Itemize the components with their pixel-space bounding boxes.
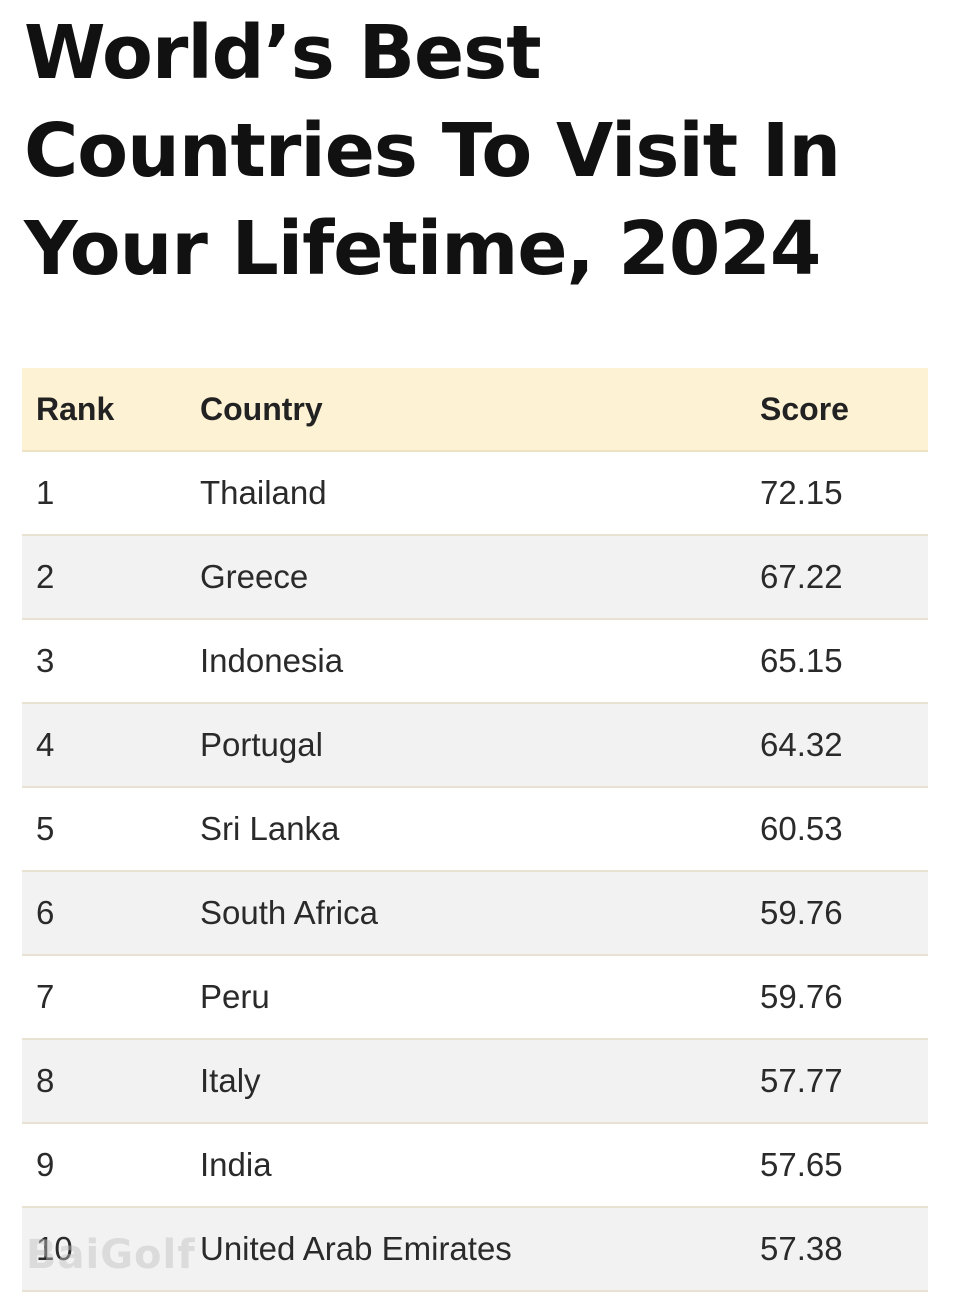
rank-cell: 7 [36, 978, 55, 1015]
rank-cell: 4 [36, 726, 55, 763]
rank-cell: 6 [36, 894, 55, 931]
table-row: 5 Sri Lanka 60.53 [22, 788, 928, 872]
score-cell: 57.65 [760, 1146, 843, 1183]
score-cell: 59.76 [760, 978, 843, 1015]
score-cell: 72.15 [760, 474, 843, 511]
table-row: 3 Indonesia 65.15 [22, 620, 928, 704]
rank-cell: 10 [36, 1230, 73, 1267]
country-cell: Indonesia [200, 642, 344, 679]
rank-cell: 1 [36, 474, 55, 511]
table-header: Rank Country Score [22, 368, 928, 452]
header-country: Country [200, 390, 323, 427]
score-cell: 57.38 [760, 1230, 843, 1267]
country-cell: Thailand [200, 474, 327, 511]
country-cell: India [200, 1146, 272, 1183]
country-cell: Sri Lanka [200, 810, 340, 847]
rank-cell: 2 [36, 558, 55, 595]
watermark: BaiGolf [26, 1232, 196, 1278]
country-cell: Portugal [200, 726, 323, 763]
rank-cell: 9 [36, 1146, 55, 1183]
table-row: 9 India 57.65 [22, 1124, 928, 1208]
table-row: 1 Thailand 72.15 [22, 452, 928, 536]
table-row: 7 Peru 59.76 [22, 956, 928, 1040]
ranking-table: Rank Country Score 1 Thailand 72.15 2 Gr… [22, 368, 928, 1292]
rank-cell: 8 [36, 1062, 55, 1099]
table-row: 2 Greece 67.22 [22, 536, 928, 620]
country-cell: South Africa [200, 894, 378, 931]
table-row: 8 Italy 57.77 [22, 1040, 928, 1124]
rank-cell: 3 [36, 642, 55, 679]
table-row: 4 Portugal 64.32 [22, 704, 928, 788]
score-cell: 60.53 [760, 810, 843, 847]
score-cell: 64.32 [760, 726, 843, 763]
country-cell: Peru [200, 978, 270, 1015]
rank-cell: 5 [36, 810, 55, 847]
score-cell: 57.77 [760, 1062, 843, 1099]
score-cell: 59.76 [760, 894, 843, 931]
table-row: 6 South Africa 59.76 [22, 872, 928, 956]
page-title: World’s Best Countries To Visit In Your … [24, 10, 841, 292]
country-cell: United Arab Emirates [200, 1230, 512, 1267]
country-cell: Greece [200, 558, 309, 595]
score-cell: 65.15 [760, 642, 843, 679]
header-score: Score [760, 390, 849, 427]
header-rank: Rank [36, 390, 115, 427]
table-row: 10 United Arab Emirates 57.38 [22, 1208, 928, 1292]
score-cell: 67.22 [760, 558, 843, 595]
country-cell: Italy [200, 1062, 261, 1099]
